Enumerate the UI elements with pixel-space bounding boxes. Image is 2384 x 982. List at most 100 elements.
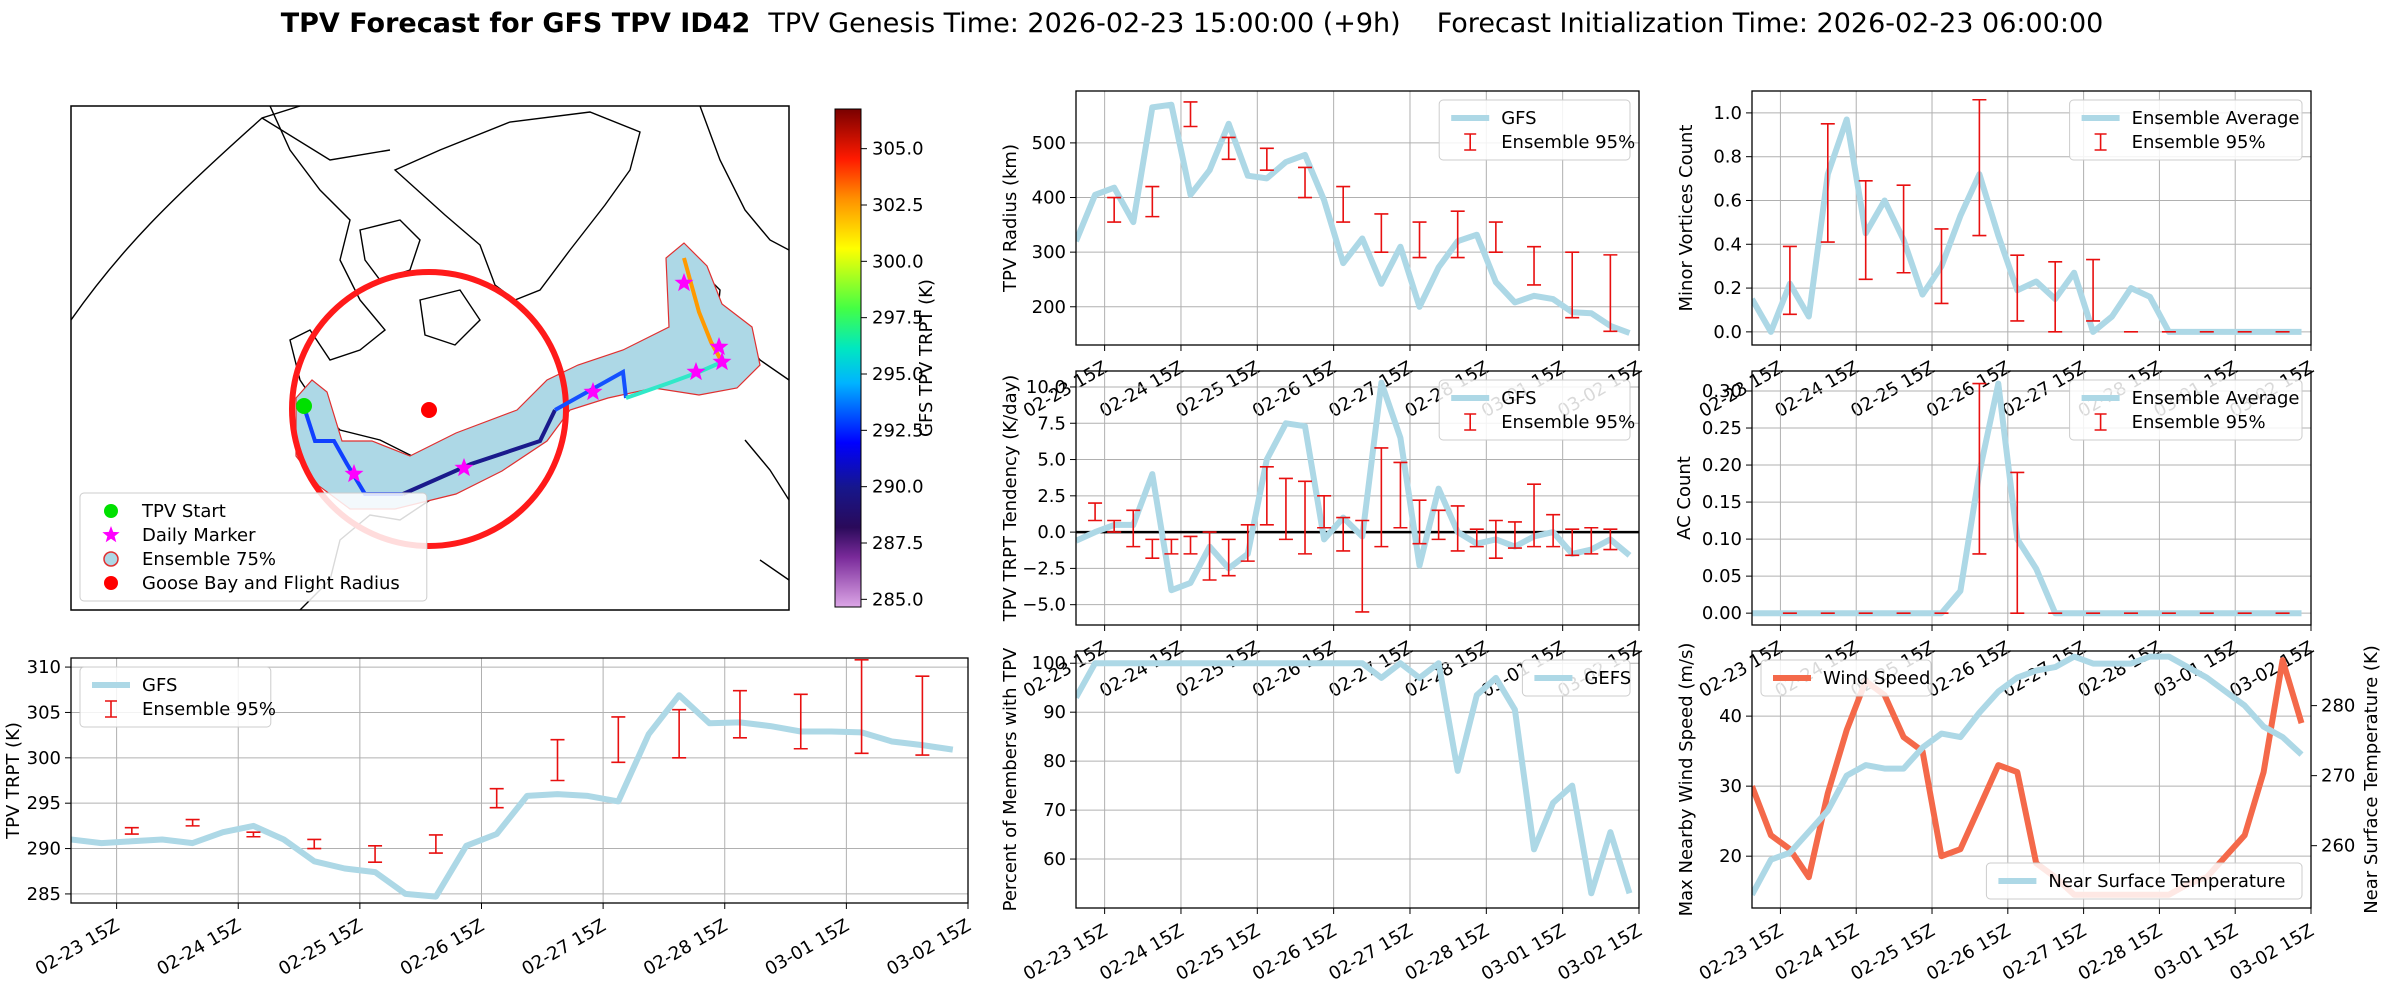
legend-symbol bbox=[103, 551, 119, 567]
title: TPV Forecast for GFS TPV ID42 bbox=[281, 8, 751, 39]
y-tick-label: 1.0 bbox=[1713, 103, 1742, 124]
error-bar bbox=[672, 708, 687, 759]
error-bar bbox=[1527, 483, 1542, 548]
y-tick-label: 290 bbox=[27, 839, 61, 860]
error-bar bbox=[1298, 480, 1313, 555]
error-bar bbox=[1164, 538, 1179, 555]
y-tick-label: 7.5 bbox=[1037, 413, 1066, 434]
y-tick-label: 0.10 bbox=[1702, 529, 1742, 550]
y-axis-label: Minor Vortices Count bbox=[1676, 125, 1697, 312]
y-tick-label: 10.0 bbox=[1026, 377, 1066, 398]
line-series bbox=[1076, 101, 1631, 336]
error-bar bbox=[1450, 505, 1465, 552]
colorbar-tick-label: 292.5 bbox=[872, 420, 924, 441]
colorbar-tick-label: 300.0 bbox=[872, 251, 924, 272]
daily-marker bbox=[686, 362, 706, 381]
error-bar bbox=[793, 693, 808, 750]
y-tick-label: 305 bbox=[27, 702, 61, 723]
error-bar bbox=[1183, 101, 1198, 128]
y-tick-label: 400 bbox=[1032, 188, 1066, 209]
plot-frame bbox=[1075, 650, 1640, 909]
y-tick-label: 500 bbox=[1032, 133, 1066, 154]
y2-tick-label: 260 bbox=[2321, 836, 2355, 857]
error-bar bbox=[246, 831, 261, 838]
y-tick-label: 0.0 bbox=[1713, 322, 1742, 343]
colorbar-tick-label: 287.5 bbox=[872, 533, 924, 554]
legend-label: GEFS bbox=[1584, 668, 1631, 689]
line-series bbox=[1076, 660, 1633, 897]
legend-symbol bbox=[104, 576, 118, 590]
error-bar bbox=[611, 716, 626, 764]
daily-marker bbox=[454, 458, 474, 477]
x-tick-label: 02-28 15Z bbox=[2075, 637, 2166, 702]
y-tick-label: 0.15 bbox=[1702, 492, 1742, 513]
legend-box bbox=[1985, 862, 2303, 900]
error-bar bbox=[1412, 221, 1427, 259]
daily-marker bbox=[712, 352, 732, 371]
x-tick-label: 02-28 15Z bbox=[2075, 920, 2166, 982]
coastline bbox=[419, 289, 481, 346]
error-bar bbox=[1450, 210, 1465, 259]
x-tick-label: 03-02 15Z bbox=[883, 915, 974, 980]
y-tick-label: 0.6 bbox=[1713, 190, 1742, 211]
y-tick-label: 0.25 bbox=[1702, 418, 1742, 439]
y-tick-label: 300 bbox=[1032, 242, 1066, 263]
colorbar-label: GFS TPV TRPT (K) bbox=[916, 279, 937, 437]
y-tick-label: 0.4 bbox=[1713, 234, 1742, 255]
legend-label: Ensemble 95% bbox=[1501, 132, 1635, 153]
x-tick-label: 02-28 15Z bbox=[1402, 920, 1493, 982]
legend-label: Goose Bay and Flight Radius bbox=[142, 573, 400, 594]
legend-box bbox=[2069, 379, 2303, 441]
error-bar bbox=[1221, 538, 1236, 577]
error-bar bbox=[1336, 516, 1351, 552]
legend-label: Ensemble 75% bbox=[142, 549, 276, 570]
legend-box bbox=[2069, 99, 2303, 161]
colorbar bbox=[834, 108, 862, 608]
error-bar bbox=[1820, 123, 1835, 243]
map-frame bbox=[70, 105, 790, 611]
error-bar bbox=[428, 834, 443, 854]
y-tick-label: 70 bbox=[1043, 800, 1066, 821]
x-tick-label: 02-27 15Z bbox=[518, 915, 609, 980]
y-tick-label: 0.30 bbox=[1702, 381, 1742, 402]
legend-label: Ensemble Average bbox=[2132, 108, 2300, 129]
y-tick-label: 285 bbox=[27, 884, 61, 905]
colorbar-tick-label: 305.0 bbox=[872, 139, 924, 160]
x-tick-label: 03-02 15Z bbox=[1554, 920, 1645, 982]
error-bar bbox=[1431, 509, 1446, 541]
error-bar bbox=[1107, 196, 1122, 223]
plot-frame bbox=[1751, 90, 2312, 346]
error-bar bbox=[915, 675, 930, 756]
x-tick-label: 02-25 15Z bbox=[1173, 637, 1264, 702]
flight-radius bbox=[289, 269, 569, 549]
y-tick-label: 310 bbox=[27, 657, 61, 678]
y-axis-label: AC Count bbox=[1674, 456, 1695, 540]
error-bar bbox=[1374, 447, 1389, 548]
legend-symbol bbox=[102, 526, 120, 543]
plot-frame bbox=[70, 657, 969, 904]
y2-tick-label: 280 bbox=[2321, 696, 2355, 717]
init-time: Forecast Initialization Time: 2026-02-23… bbox=[1437, 8, 2104, 39]
y-axis-label: TPV Radius (km) bbox=[1000, 144, 1021, 293]
error-bar bbox=[1934, 228, 1949, 305]
plot-frame bbox=[1751, 650, 2312, 909]
legend-label: GFS bbox=[1501, 108, 1536, 129]
y2-axis-label: Near Surface Temperature (K) bbox=[2361, 645, 2382, 914]
y-axis-label: Max Nearby Wind Speed (m/s) bbox=[1676, 643, 1697, 917]
legend-box bbox=[1521, 659, 1631, 697]
error-bar bbox=[1488, 221, 1503, 253]
legend-box bbox=[79, 492, 428, 602]
legend-label: TPV Start bbox=[141, 501, 226, 522]
error-bar bbox=[550, 738, 565, 782]
y-tick-label: 0.00 bbox=[1702, 603, 1742, 624]
error-bar bbox=[1202, 531, 1217, 581]
legend-label: Ensemble Average bbox=[2132, 388, 2300, 409]
error-bar bbox=[2048, 260, 2063, 333]
coastline bbox=[71, 106, 301, 321]
x-tick-label: 02-25 15Z bbox=[1173, 357, 1264, 422]
y-tick-label: −5.0 bbox=[1022, 595, 1066, 616]
map-content bbox=[71, 106, 789, 610]
legend-label: Wind Speed bbox=[1823, 668, 1930, 689]
error-bar bbox=[1088, 502, 1103, 522]
x-tick-label: 02-24 15Z bbox=[1771, 920, 1862, 982]
